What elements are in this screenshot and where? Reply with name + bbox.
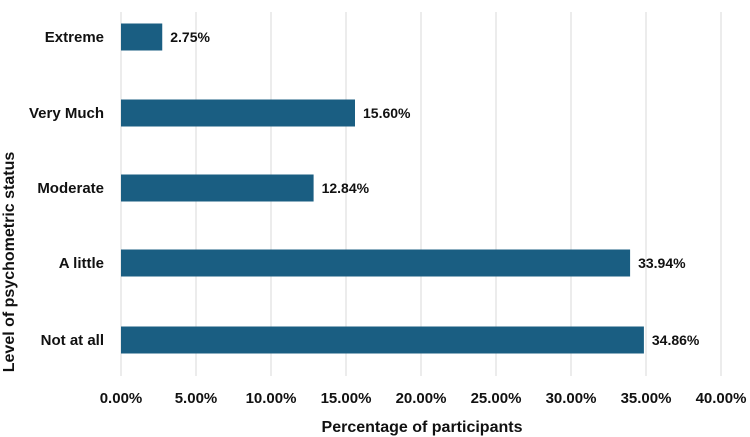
- x-tick-label: 5.00%: [175, 390, 218, 407]
- x-tick-label: 0.00%: [100, 390, 143, 407]
- data-label: 34.86%: [652, 332, 700, 348]
- gridlines: [120, 12, 722, 376]
- category-label: Very Much: [29, 105, 104, 122]
- x-axis-title: Percentage of participants: [322, 419, 523, 436]
- category-label: A little: [59, 255, 104, 272]
- data-label: 15.60%: [363, 105, 411, 121]
- bar-moderate: [121, 174, 314, 202]
- category-labels: Extreme Very Much Moderate A little Not at a…: [29, 29, 104, 349]
- y-axis-title: Level of psychometric status: [1, 152, 18, 373]
- category-label: Not at all: [41, 332, 104, 349]
- bar-a-little: [121, 249, 631, 277]
- data-label: 33.94%: [638, 255, 686, 271]
- x-tick-label: 20.00%: [396, 390, 447, 407]
- bar-not-at-all: [121, 326, 644, 354]
- data-label: 12.84%: [322, 180, 370, 196]
- category-label: Moderate: [37, 180, 104, 197]
- x-tick-label: 10.00%: [246, 390, 297, 407]
- bars: [121, 23, 644, 354]
- x-tick-label: 30.00%: [546, 390, 597, 407]
- x-tick-label: 35.00%: [621, 390, 672, 407]
- data-labels: 2.75% 15.60% 12.84% 33.94% 34.86%: [170, 29, 700, 348]
- x-tick-label: 15.00%: [321, 390, 372, 407]
- x-tick-labels: 0.00% 5.00% 10.00% 15.00% 20.00% 25.00% 30.00%…: [100, 390, 747, 407]
- category-label: Extreme: [45, 29, 104, 46]
- data-label: 2.75%: [170, 29, 210, 45]
- bar-extreme: [121, 23, 163, 51]
- x-tick-label: 40.00%: [696, 390, 747, 407]
- x-tick-label: 25.00%: [471, 390, 522, 407]
- bar-very-much: [121, 99, 355, 127]
